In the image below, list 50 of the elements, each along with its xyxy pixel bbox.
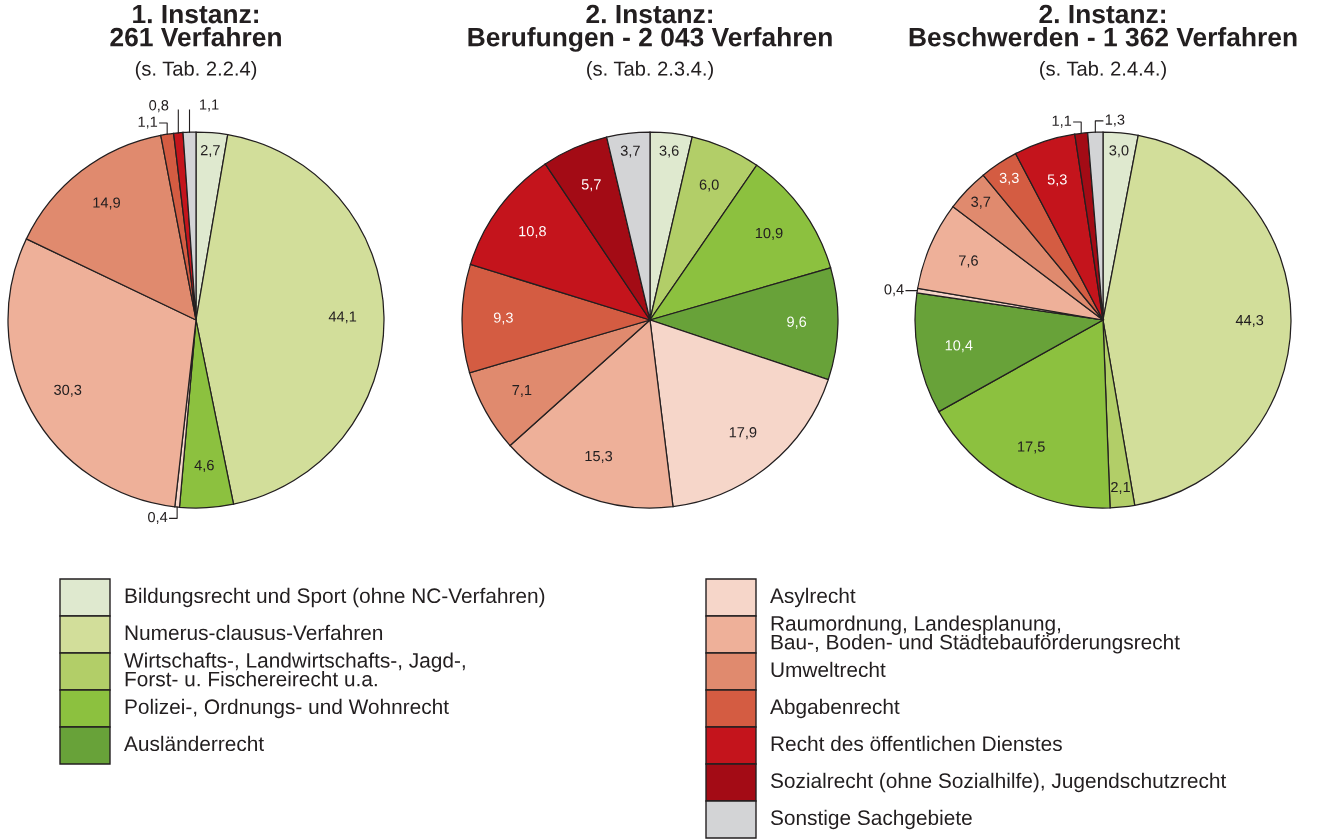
data-label: 7,1	[512, 385, 532, 397]
data-label: 14,9	[93, 197, 120, 210]
data-label: 5,3	[1047, 174, 1067, 187]
data-label: 0,4	[884, 284, 904, 297]
legend-label: Bildungsrecht und Sport (ohne NC-Verfahren)	[125, 587, 545, 608]
chart-title: 2. Instanz: Beschwerden - 1 362 Verfahren	[909, 4, 1297, 47]
data-label: 4,6	[194, 459, 214, 473]
data-label: 10,8	[519, 226, 546, 239]
chart-title: 1. Instanz: 261 Verfahren	[110, 4, 281, 47]
data-label: 3,7	[971, 196, 991, 209]
legend-label: Sonstige Sachgebiete	[770, 809, 972, 830]
chart-title: 2. Instanz: Berufungen - 2 043 Verfahren	[468, 4, 832, 52]
legend-label: Umweltrecht	[771, 661, 886, 678]
data-label: 17,5	[1018, 441, 1045, 454]
data-label: 10,4	[945, 340, 973, 353]
data-label: 1,1	[138, 116, 158, 129]
data-label: 1,3	[1105, 114, 1125, 127]
data-label: 44,1	[328, 311, 357, 324]
legend-label: Raumordnung, Landesplanung, Bau-, Boden- und Städtebauförderungsrecht	[771, 615, 1180, 654]
data-label: 15,3	[585, 450, 613, 463]
data-label: 7,6	[959, 255, 978, 268]
data-label: 0,4	[148, 511, 168, 524]
legend-label: Asylrecht	[770, 587, 856, 608]
data-label: 2,1	[1111, 481, 1130, 494]
data-label: 3,6	[659, 145, 679, 158]
data-label: 9,6	[787, 316, 807, 329]
data-label: 6,0	[699, 179, 719, 192]
data-label: 5,7	[581, 179, 601, 192]
legend-label: Sozialrecht (ohne Sozialhilfe), Jugendschutzrecht	[770, 772, 1227, 793]
data-label: 10,9	[755, 227, 783, 240]
data-label: 17,9	[729, 427, 757, 440]
data-label: 3,3	[999, 172, 1019, 185]
data-label: 1,1	[200, 99, 219, 112]
legend-label: Abgabenrecht	[770, 698, 900, 719]
legend-label: Numerus-clausus-Verfahren	[125, 624, 383, 641]
legend-label: Ausländerrecht	[124, 735, 264, 752]
data-label: 0,8	[149, 100, 169, 113]
chart-subtitle: (s. Tab. 2.3.4.)	[587, 61, 713, 80]
data-label: 9,3	[493, 312, 513, 325]
data-label: 3,0	[1109, 145, 1129, 158]
legend-label: Wirtschafts-, Landwirtschafts-, Jagd-, Forst- u. Fischereirecht u.a.	[124, 652, 465, 687]
data-label: 30,3	[54, 384, 82, 397]
data-label: 2,7	[200, 145, 220, 158]
legend-label: Recht des öffentlichen Dienstes	[771, 735, 1062, 752]
legend-label: Polizei-, Ordnungs- und Wohnrecht	[125, 698, 449, 719]
data-label: 44,3	[1235, 314, 1264, 328]
data-label: 1,1	[1052, 115, 1072, 128]
data-label: 3,7	[620, 145, 640, 158]
chart-subtitle: (s. Tab. 2.4.4.)	[1040, 61, 1166, 80]
chart-subtitle: (s. Tab. 2.2.4)	[135, 61, 257, 80]
